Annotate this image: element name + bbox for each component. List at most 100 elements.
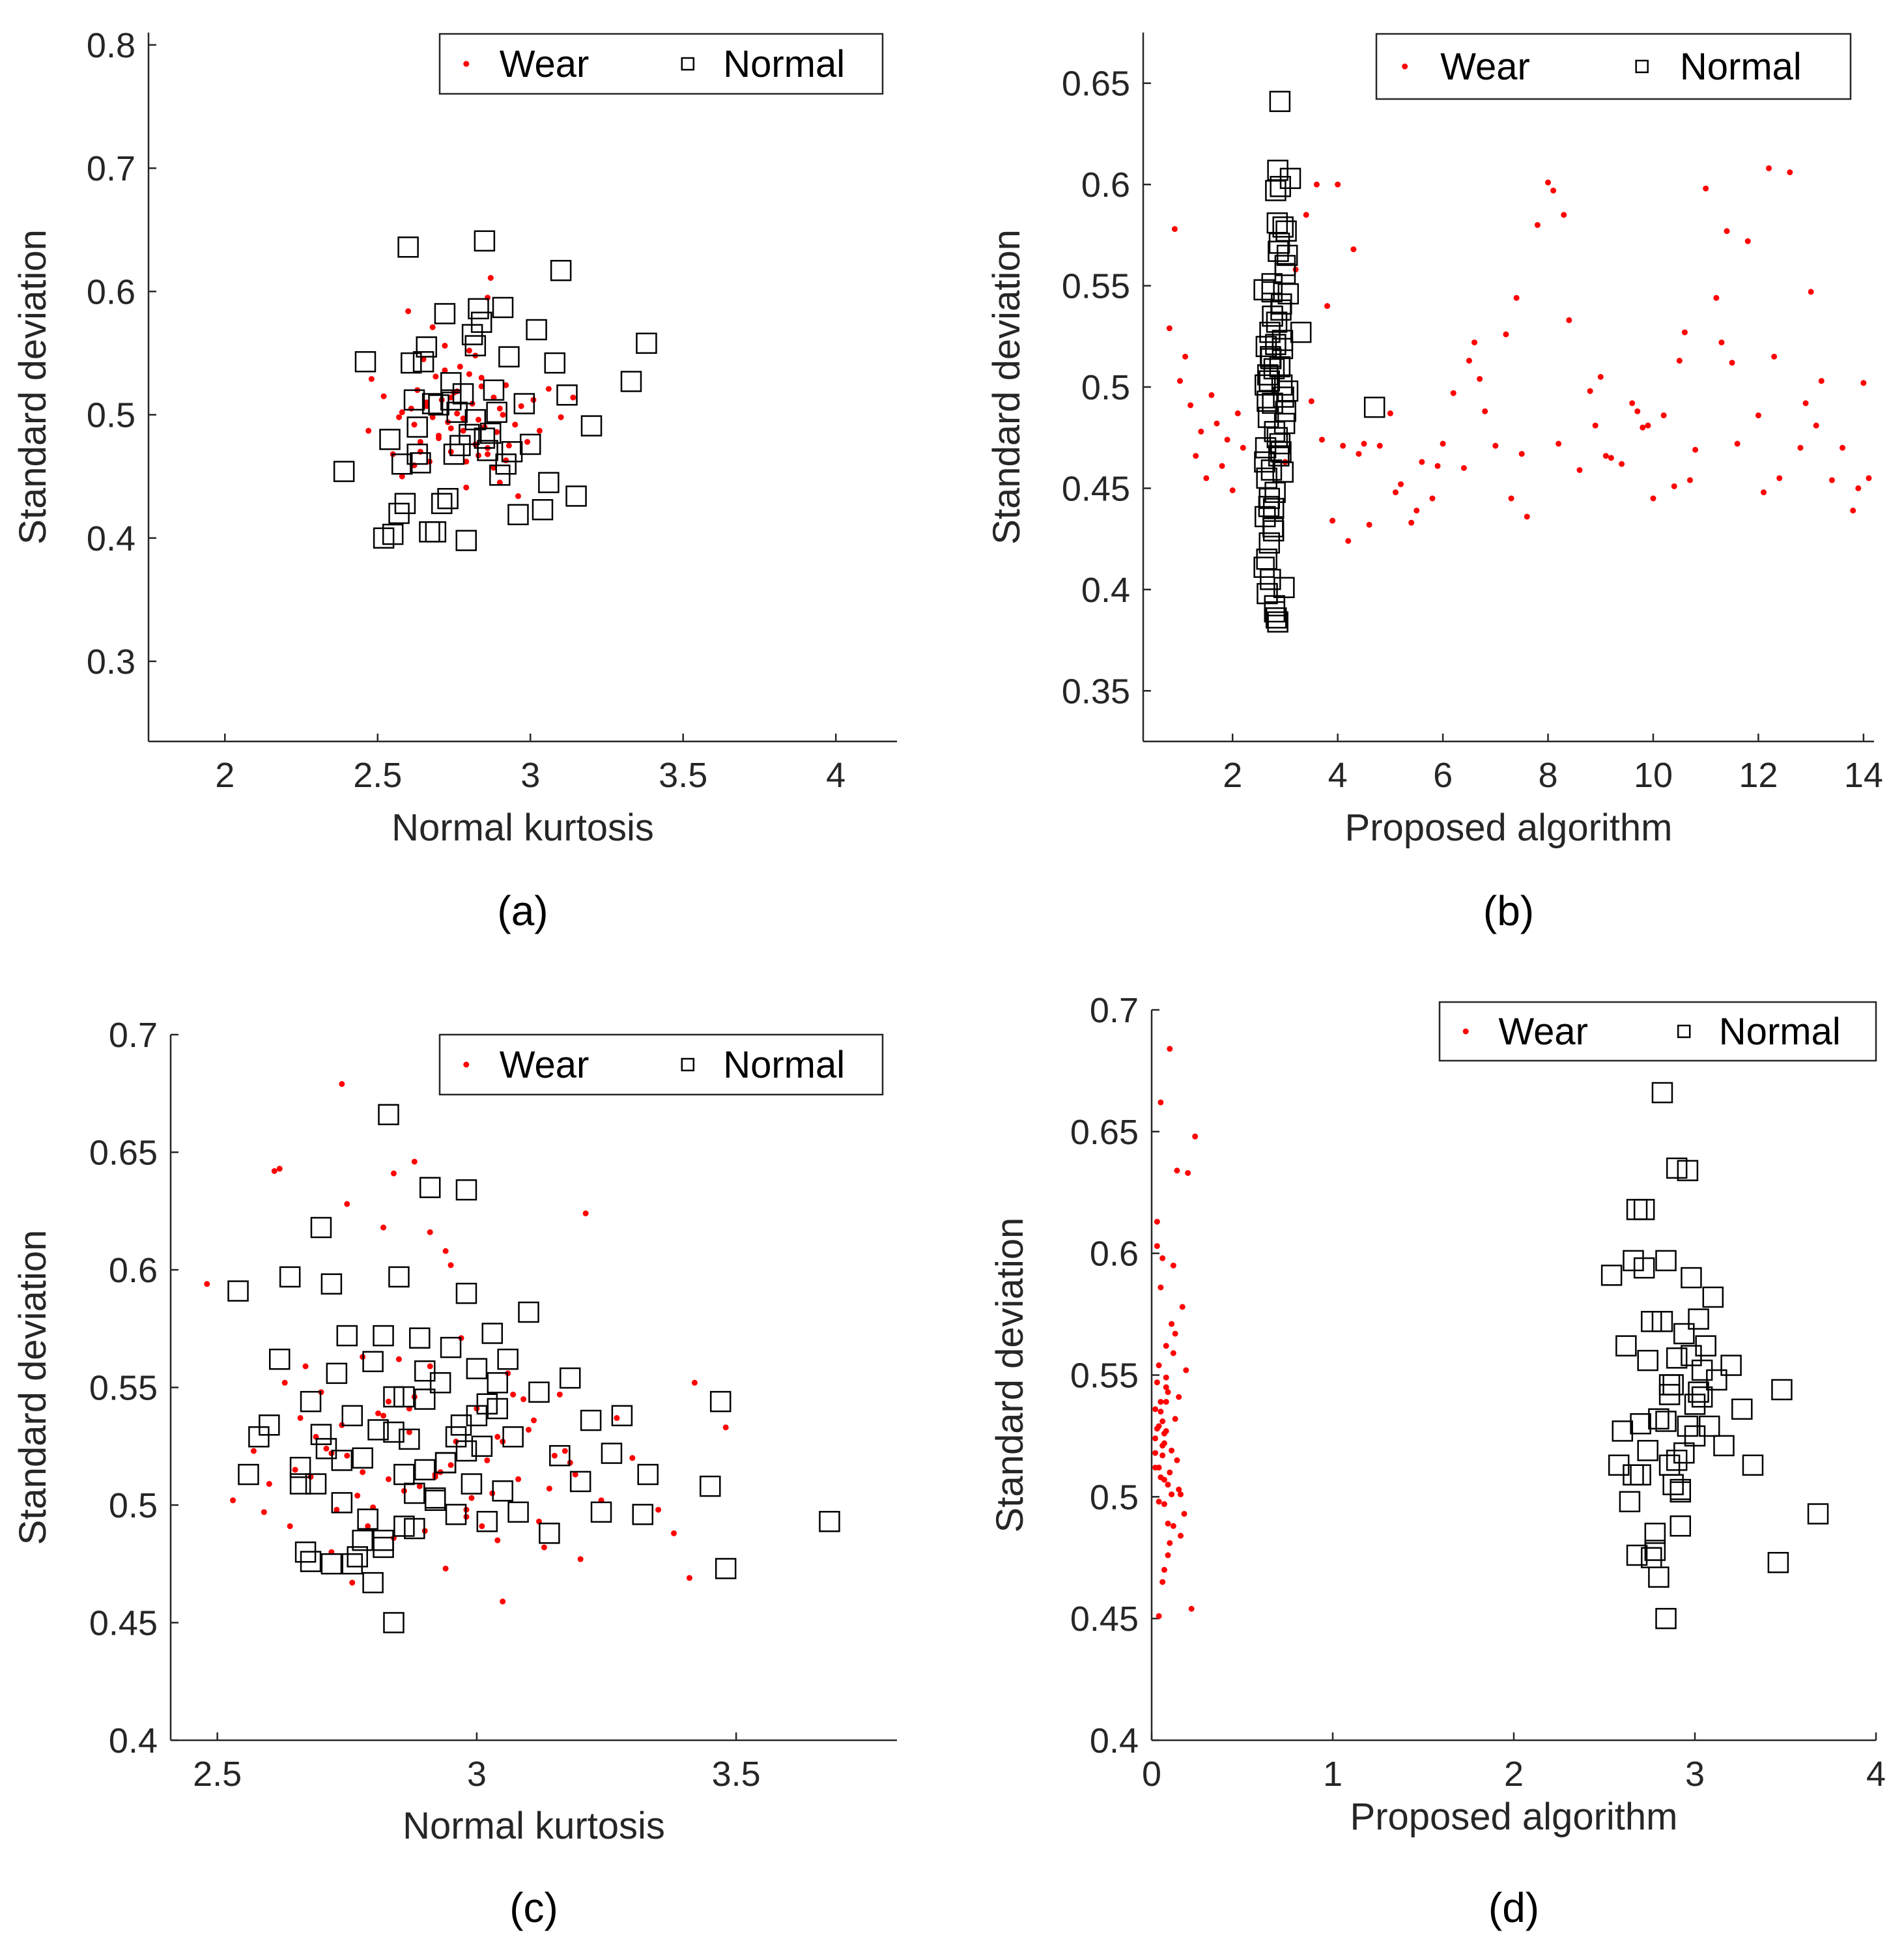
normal-point [1267, 611, 1288, 633]
wear-point [512, 422, 519, 428]
normal-point [1612, 1420, 1634, 1442]
wear-point [323, 1445, 330, 1452]
wear-point [399, 473, 405, 480]
wear-point [375, 1410, 382, 1416]
normal-point [1641, 1311, 1662, 1332]
normal-point [362, 1572, 384, 1594]
wear-point [1165, 1389, 1171, 1396]
wear-point [1167, 1540, 1173, 1546]
x-tick-label: 0 [1142, 1755, 1161, 1794]
normal-point [544, 352, 565, 374]
wear-point [500, 1598, 506, 1605]
normal-point [440, 372, 462, 394]
legend-wear-marker [1462, 1028, 1469, 1035]
normal-point [560, 1367, 581, 1389]
wear-point [1177, 378, 1184, 384]
wear-point [1797, 444, 1804, 451]
wear-point [1161, 1476, 1167, 1483]
wear-point [722, 1424, 729, 1431]
normal-point [289, 1456, 311, 1478]
wear-point [505, 442, 512, 449]
wear-point [1850, 508, 1856, 514]
x-axis-title: Proposed algorithm [1350, 1796, 1678, 1838]
wear-point [250, 1448, 257, 1454]
normal-point [419, 521, 440, 543]
normal-point [1670, 1515, 1692, 1537]
wear-point [230, 1497, 236, 1504]
normal-point [550, 259, 572, 281]
wear-point [1183, 1367, 1189, 1373]
normal-point [425, 521, 447, 543]
wear-point [1177, 1491, 1184, 1498]
wear-point [485, 451, 491, 457]
wear-point [448, 1262, 454, 1269]
y-tick-label: 0.5 [1081, 368, 1130, 407]
y-tick-label: 0.4 [1090, 1721, 1139, 1760]
wear-point [1597, 373, 1604, 380]
y-tick-label: 0.55 [89, 1369, 158, 1408]
normal-point [1673, 1442, 1695, 1464]
normal-point [601, 1442, 623, 1464]
legend: Wear Normal [438, 33, 884, 95]
wear-point [1450, 390, 1456, 396]
normal-point [709, 1390, 732, 1413]
wear-point [1156, 1362, 1162, 1369]
wear-point [572, 1471, 578, 1478]
normal-point [1266, 427, 1288, 448]
wear-point [1556, 440, 1562, 447]
normal-point [443, 443, 465, 465]
normal-point [1648, 1566, 1670, 1588]
normal-point [452, 383, 474, 405]
normal-point [279, 1266, 301, 1288]
wear-point [442, 367, 448, 373]
normal-point [1767, 1551, 1789, 1573]
normal-point [637, 1463, 659, 1486]
panel-caption: (d) [1488, 1884, 1539, 1931]
wear-point [551, 1452, 558, 1459]
legend: Wear Normal [1438, 1001, 1877, 1062]
wear-point [1477, 376, 1483, 382]
normal-point [477, 440, 498, 461]
wear-point [1508, 495, 1514, 502]
normal-point [1626, 1199, 1648, 1220]
wear-point [629, 1455, 636, 1461]
wear-point [515, 1476, 522, 1482]
y-tick-label: 0.5 [109, 1486, 158, 1525]
wear-point [1771, 353, 1778, 360]
wear-point [536, 427, 543, 434]
wear-point [1608, 455, 1614, 461]
wear-point [1224, 437, 1230, 443]
wear-point [399, 409, 405, 416]
wear-point [1169, 1491, 1175, 1498]
wear-point [1345, 538, 1352, 544]
y-tick-label: 0.35 [1062, 672, 1130, 711]
wear-point [1179, 1304, 1186, 1310]
wear-point [1356, 451, 1362, 457]
normal-point [507, 504, 529, 526]
wear-point [1592, 422, 1599, 429]
normal-point [1742, 1454, 1764, 1476]
wear-point [368, 376, 375, 382]
wear-point [1156, 1499, 1162, 1505]
x-tick-label: 8 [1539, 756, 1558, 795]
y-tick-label: 0.55 [1070, 1356, 1139, 1396]
normal-point [406, 443, 428, 465]
normal-point [1260, 569, 1281, 590]
normal-point [434, 303, 456, 324]
normal-point [1731, 1398, 1753, 1420]
wear-point [1152, 1435, 1159, 1442]
wear-point [1172, 1416, 1178, 1422]
y-tick-label: 0.55 [1062, 267, 1130, 306]
wear-point [349, 1579, 356, 1586]
normal-point [406, 416, 428, 438]
normal-point [1691, 1359, 1713, 1381]
wear-point [1170, 1262, 1176, 1269]
wear-point [344, 1452, 350, 1459]
wear-point [1163, 1399, 1169, 1405]
wear-point [1724, 228, 1730, 235]
wear-point [1718, 339, 1725, 346]
normal-point [336, 1325, 358, 1347]
normal-point [354, 351, 377, 373]
normal-point [1644, 1540, 1666, 1561]
wear-point [417, 438, 423, 445]
